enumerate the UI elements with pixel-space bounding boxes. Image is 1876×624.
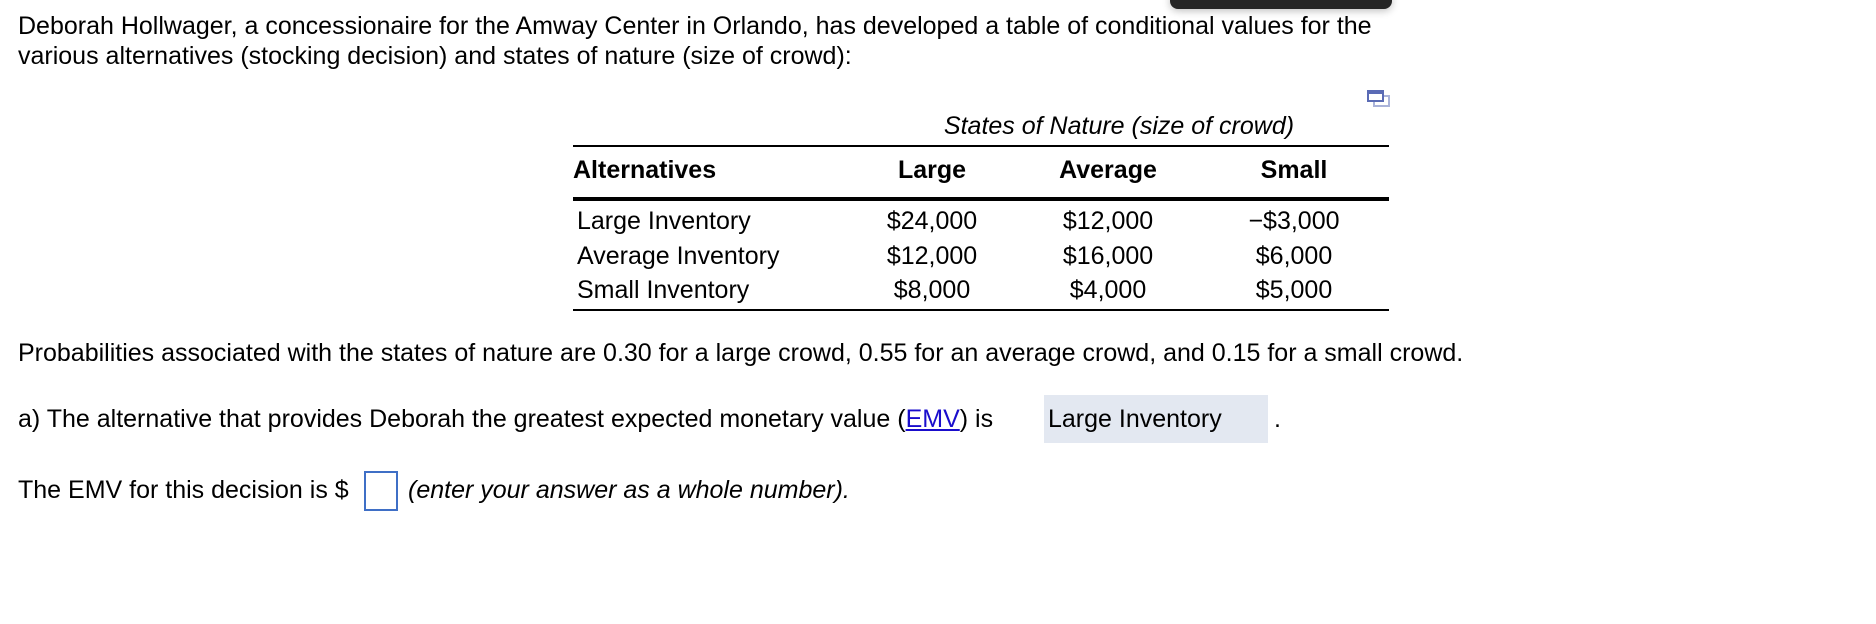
header-large: Large: [897, 156, 967, 184]
emv-answer-input[interactable]: [364, 471, 398, 511]
table-rule-bottom: [573, 309, 1389, 311]
question-a-prefix: a) The alternative that provides Deborah…: [18, 405, 906, 433]
table-rule-header: [573, 197, 1389, 201]
cell-small: −$3,000: [1248, 207, 1340, 235]
cell-large: $8,000: [893, 276, 971, 304]
table-row: Small Inventory $8,000 $4,000 $5,000: [573, 275, 1389, 305]
row-alternative: Large Inventory: [577, 207, 751, 235]
emv-question-prefix: The EMV for this decision is $: [18, 476, 349, 504]
cell-small: $5,000: [1255, 276, 1333, 304]
header-average: Average: [1059, 156, 1157, 184]
question-a-suffix: ) is: [959, 405, 994, 433]
table-row: Large Inventory $24,000 $12,000 −$3,000: [573, 206, 1389, 236]
cell-large: $24,000: [886, 207, 978, 235]
probabilities-text: Probabilities associated with the states…: [18, 339, 1464, 367]
header-small: Small: [1260, 156, 1328, 184]
popout-window-icon[interactable]: [1367, 86, 1391, 107]
cell-average: $12,000: [1062, 207, 1154, 235]
floating-toolbar-tab[interactable]: [1170, 0, 1392, 9]
table-rule-top: [573, 145, 1389, 147]
alternative-answer-dropdown[interactable]: Large Inventory: [1044, 395, 1268, 443]
cell-average: $4,000: [1069, 276, 1147, 304]
header-alternatives: Alternatives: [573, 156, 717, 184]
problem-intro: Deborah Hollwager, a concessionaire for …: [18, 12, 1372, 70]
cell-large: $12,000: [886, 242, 978, 270]
table-row: Average Inventory $12,000 $16,000 $6,000: [573, 241, 1389, 271]
emv-glossary-link[interactable]: EMV: [905, 405, 960, 433]
question-a-period: .: [1274, 405, 1281, 433]
question-a: a) The alternative that provides Deborah…: [18, 404, 993, 434]
cell-average: $16,000: [1062, 242, 1154, 270]
row-alternative: Average Inventory: [577, 242, 780, 270]
emv-answer-hint: (enter your answer as a whole number).: [408, 476, 850, 504]
row-alternative: Small Inventory: [577, 276, 750, 304]
cell-small: $6,000: [1255, 242, 1333, 270]
states-of-nature-caption: States of Nature (size of crowd): [943, 112, 1295, 140]
